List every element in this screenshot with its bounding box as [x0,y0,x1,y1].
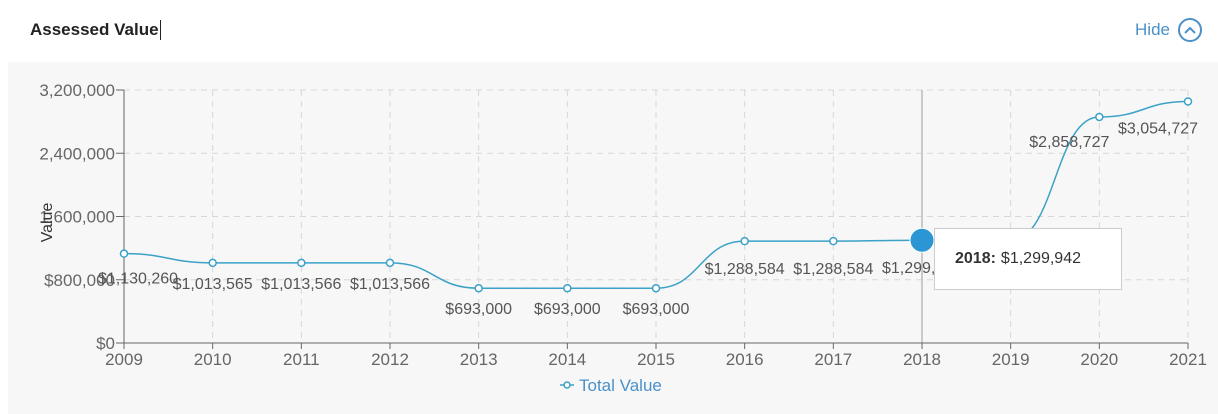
data-point [474,283,483,293]
x-tick-label: 2020 [1080,350,1118,369]
chart-card [8,0,1218,414]
data-label: $2,858,727 [1029,134,1109,151]
x-tick-label: 2016 [726,350,764,369]
x-tick-label: 2011 [283,350,320,369]
x-tick-label: 2018 [903,350,941,369]
y-tick-label: 2,400,000 [39,144,115,163]
x-tick-label: 2013 [460,350,498,369]
series-line-total-value [123,100,1189,289]
tooltip-value: $1,299,942 [1000,250,1081,267]
chart-tooltip: 2018: $1,299,942 [934,228,1122,290]
hide-label: Hide [1135,20,1170,39]
x-tick-label: 2019 [992,350,1030,369]
x-tick-label: 2021 [1169,350,1207,369]
data-point [385,258,395,268]
data-point [297,258,306,268]
y-tick-label: 1,600,000 [39,208,115,227]
x-tick-label: 2015 [637,350,675,369]
y-tick-label: $800,000 [44,271,115,290]
data-point [1183,97,1193,106]
line-chart: $0 $800,000 1,600,000 2,400,000 3,200,000 200… [39,81,1207,395]
data-point [651,283,661,293]
hide-button[interactable]: Hide [1135,18,1202,42]
chevron-up-circle-icon [1178,18,1202,42]
data-label: $1,013,565 [173,276,253,293]
y-tick-label: 3,200,000 [39,81,115,100]
card-header: Assessed Value Hide [0,0,1218,62]
card-title: Assessed Value [30,20,161,40]
x-tick-label: 2010 [194,350,232,369]
data-point [119,249,129,258]
data-label: $693,000 [623,301,690,318]
data-point [740,236,749,246]
data-label: $693,000 [445,301,512,318]
legend-swatch-marker [563,381,571,389]
legend-label-total-value: Total Value [579,376,662,395]
data-point [563,283,572,293]
data-label: $1,288,584 [705,261,785,278]
data-label: $1,130,260 [98,271,178,288]
data-point [829,236,838,246]
data-label: $693,000 [534,301,601,318]
tooltip-year: 2018: [955,250,996,267]
y-axis-title: Value [39,203,56,243]
y-tick-label: $0 [96,334,115,353]
data-point [1095,112,1104,122]
x-tick-label: 2009 [105,350,143,369]
data-point [208,258,217,268]
x-tick-label: 2017 [814,350,852,369]
data-label: $1,013,566 [350,276,430,293]
data-label: $1,013,566 [261,276,341,293]
data-label: $1,288,584 [793,261,873,278]
data-point-highlighted [909,227,935,253]
data-label: $3,054,727 [1118,120,1198,137]
x-tick-label: 2014 [548,350,586,369]
x-tick-label: 2012 [371,350,409,369]
